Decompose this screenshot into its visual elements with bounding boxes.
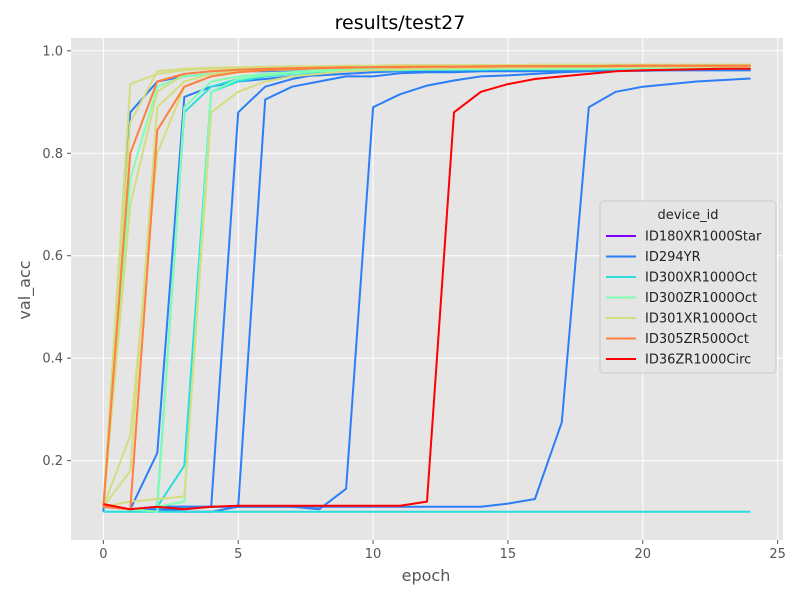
y-tick-label: 1.0 — [42, 44, 63, 59]
x-axis-label: epoch — [402, 566, 451, 585]
legend-label: ID294YR — [645, 250, 701, 265]
legend-label: ID36ZR1000Circ — [645, 353, 751, 368]
legend-box — [599, 200, 777, 374]
series-line — [102, 64, 751, 507]
y-tick-label: 0.2 — [42, 454, 63, 469]
y-tick-label: 0.8 — [42, 147, 63, 162]
legend-items: ID180XR1000Star ID294YR ID300XR1000Oct ID30… — [606, 230, 762, 368]
x-tick-label: 5 — [234, 547, 242, 562]
series-line — [103, 67, 751, 511]
series-line — [102, 63, 751, 507]
x-tick-label: 0 — [99, 547, 107, 562]
series-lines — [102, 63, 751, 513]
y-tick-label: 0.4 — [42, 352, 63, 367]
legend: device_id ID180XR1000Star ID294YR ID300XR1… — [599, 200, 777, 374]
chart-title: results/test27 — [335, 12, 466, 34]
legend-title: device_id — [657, 208, 718, 223]
x-tick-label: 10 — [365, 547, 382, 562]
legend-label: ID305ZR500Oct — [645, 332, 749, 347]
x-tick-label: 25 — [769, 547, 786, 562]
legend-label: ID300XR1000Oct — [645, 271, 757, 286]
legend-label: ID300ZR1000Oct — [645, 291, 757, 306]
x-tick-label: 20 — [634, 547, 651, 562]
tick-labels: 0 5 10 15 20 25 0.2 0.4 0.6 0.8 1.0 — [42, 44, 786, 562]
x-tick-label: 15 — [500, 547, 517, 562]
legend-label: ID180XR1000Star — [645, 230, 762, 245]
y-axis-label: val_acc — [15, 260, 35, 319]
legend-label: ID301XR1000Oct — [645, 312, 757, 327]
y-tick-label: 0.6 — [42, 249, 63, 264]
